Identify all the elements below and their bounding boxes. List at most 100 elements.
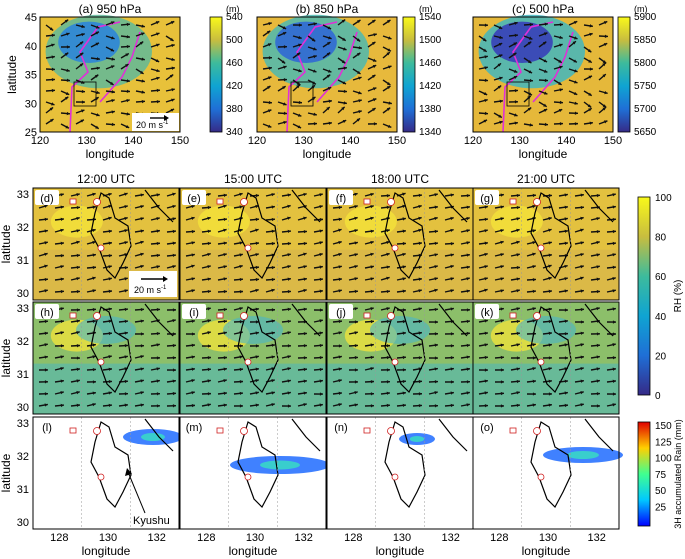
y-tick-label: 30 bbox=[17, 288, 29, 300]
station-marker bbox=[387, 427, 395, 435]
x-axis-label: longitude bbox=[522, 544, 571, 558]
panel-h: (h) 33 32 31 30 bbox=[17, 301, 180, 415]
colorbar-tick: 1340 bbox=[419, 127, 442, 138]
y-tick-label: 40 bbox=[25, 41, 37, 53]
time-header: 21:00 UTC bbox=[517, 172, 575, 186]
station-marker bbox=[240, 312, 248, 320]
colorbar-tick: 5650 bbox=[634, 127, 657, 138]
x-tick-label: 130 bbox=[510, 135, 528, 147]
rain-band bbox=[260, 460, 300, 470]
y-tick-label: 30 bbox=[25, 98, 37, 110]
station-marker bbox=[363, 198, 371, 205]
wind-vectors bbox=[45, 19, 176, 130]
panel-frame bbox=[472, 16, 614, 133]
wind-vectors bbox=[185, 192, 324, 294]
wind-reference-box bbox=[129, 271, 177, 297]
panel-frame bbox=[179, 187, 327, 301]
y-tick-label: 32 bbox=[17, 336, 29, 348]
station-marker bbox=[387, 312, 395, 320]
panel-j: (j) bbox=[326, 301, 474, 415]
y-tick-label: 31 bbox=[17, 255, 29, 267]
colorbar-tick: 75 bbox=[655, 470, 667, 481]
colorbar-tick: 420 bbox=[226, 81, 243, 92]
colorbar-label: 3H accumulated Rain (mm) bbox=[673, 419, 683, 529]
station-marker bbox=[69, 198, 77, 205]
time-header: 18:00 UTC bbox=[371, 172, 429, 186]
station-marker bbox=[509, 312, 517, 319]
wind-reference: 20 m s-1 bbox=[132, 113, 179, 131]
y-tick-label: 32 bbox=[17, 222, 29, 234]
x-tick-label: 130 bbox=[393, 532, 411, 544]
panel-label-box bbox=[35, 419, 59, 434]
coastline bbox=[384, 418, 468, 508]
rh-field bbox=[197, 205, 250, 238]
station-marker bbox=[240, 198, 248, 206]
y-tick-label: 25 bbox=[25, 127, 37, 139]
colorbar-gradient bbox=[402, 16, 416, 133]
x-tick-label: 150 bbox=[171, 135, 189, 147]
coastline bbox=[90, 303, 174, 393]
x-tick-label: 120 bbox=[464, 135, 482, 147]
rh-field bbox=[344, 205, 397, 238]
panel-a: (a) 950 hPa 120 130 140 150 longitude 45 40 35 30… bbox=[5, 2, 189, 161]
colorbar-tick: 5900 bbox=[634, 12, 657, 23]
x-axis-label: longitude bbox=[86, 147, 135, 161]
x-axis-label: longitude bbox=[229, 544, 278, 558]
colorbar-tick: 150 bbox=[655, 421, 672, 432]
station-marker bbox=[533, 312, 541, 320]
x-tick-label: 140 bbox=[124, 135, 142, 147]
x-tick-label: 132 bbox=[587, 532, 605, 544]
y-tick-label: 33 bbox=[17, 189, 29, 201]
station-marker bbox=[69, 427, 77, 434]
rh-field bbox=[327, 249, 473, 300]
x-tick-label: 150 bbox=[388, 135, 406, 147]
focus-box bbox=[73, 81, 97, 107]
panel-label-box bbox=[475, 304, 499, 319]
colorbar-tick: 500 bbox=[226, 35, 243, 46]
coastline bbox=[237, 303, 321, 393]
colorbar-tick: 80 bbox=[655, 233, 667, 244]
colorbar-tick: 1460 bbox=[419, 58, 442, 69]
coastline bbox=[237, 189, 321, 279]
top-row-panels: (a) 950 hPa 120 130 140 150 longitude 45 40 35 30… bbox=[5, 2, 622, 161]
colorbar-tick: 40 bbox=[655, 312, 667, 323]
panel-frame bbox=[472, 301, 620, 415]
panel-g: (g) bbox=[472, 187, 620, 301]
station-marker bbox=[509, 427, 517, 434]
colorbars: (m)540500460420380340(m)1540150014601420… bbox=[209, 4, 684, 529]
x-tick-label: 130 bbox=[294, 135, 312, 147]
rain-field bbox=[473, 417, 619, 529]
colorbar-tick: 5850 bbox=[634, 35, 657, 46]
colorbar-b: (m)1540 1500 1460 1420 1380 1340 bbox=[402, 4, 442, 138]
x-axis-label: longitude bbox=[82, 544, 131, 558]
colorbar-tick: 50 bbox=[655, 486, 667, 497]
station-marker bbox=[537, 358, 545, 366]
coastline bbox=[530, 303, 614, 393]
panel-label: (o) bbox=[480, 422, 493, 434]
panel-c: (c) 500 hPa 120 130 140 150 longitude bbox=[464, 2, 622, 161]
colorbar-tick: 60 bbox=[655, 272, 667, 283]
panel-label: (k) bbox=[481, 307, 494, 319]
y-tick-label: 45 bbox=[25, 12, 37, 24]
panel-b: (b) 850 hPa 120 130 140 150 longitude bbox=[248, 2, 406, 161]
colorbar-gradient bbox=[617, 16, 631, 133]
colorbar-tick: 1540 bbox=[419, 12, 442, 23]
station-marker bbox=[97, 244, 105, 252]
rh-field bbox=[370, 316, 430, 344]
x-tick-label: 132 bbox=[294, 532, 312, 544]
wind-vectors bbox=[262, 19, 392, 129]
station-marker bbox=[93, 312, 101, 320]
panel-label-box bbox=[329, 304, 353, 319]
panel-frame bbox=[39, 16, 181, 133]
panel-label-box bbox=[329, 190, 353, 205]
panel-frame bbox=[472, 416, 620, 530]
wind-reference-label: 20 m s-1 bbox=[136, 120, 169, 130]
field-contour bbox=[58, 21, 120, 63]
panel-d: (d) 20 m s-1 33 32 31 30 bbox=[17, 187, 180, 301]
panel-label: (m) bbox=[186, 422, 203, 434]
field-contour bbox=[491, 21, 553, 63]
colorbar-tick: 1420 bbox=[419, 81, 442, 92]
station-marker bbox=[244, 358, 252, 366]
panel-label-box bbox=[475, 190, 499, 205]
y-tick-label: 30 bbox=[17, 402, 29, 414]
